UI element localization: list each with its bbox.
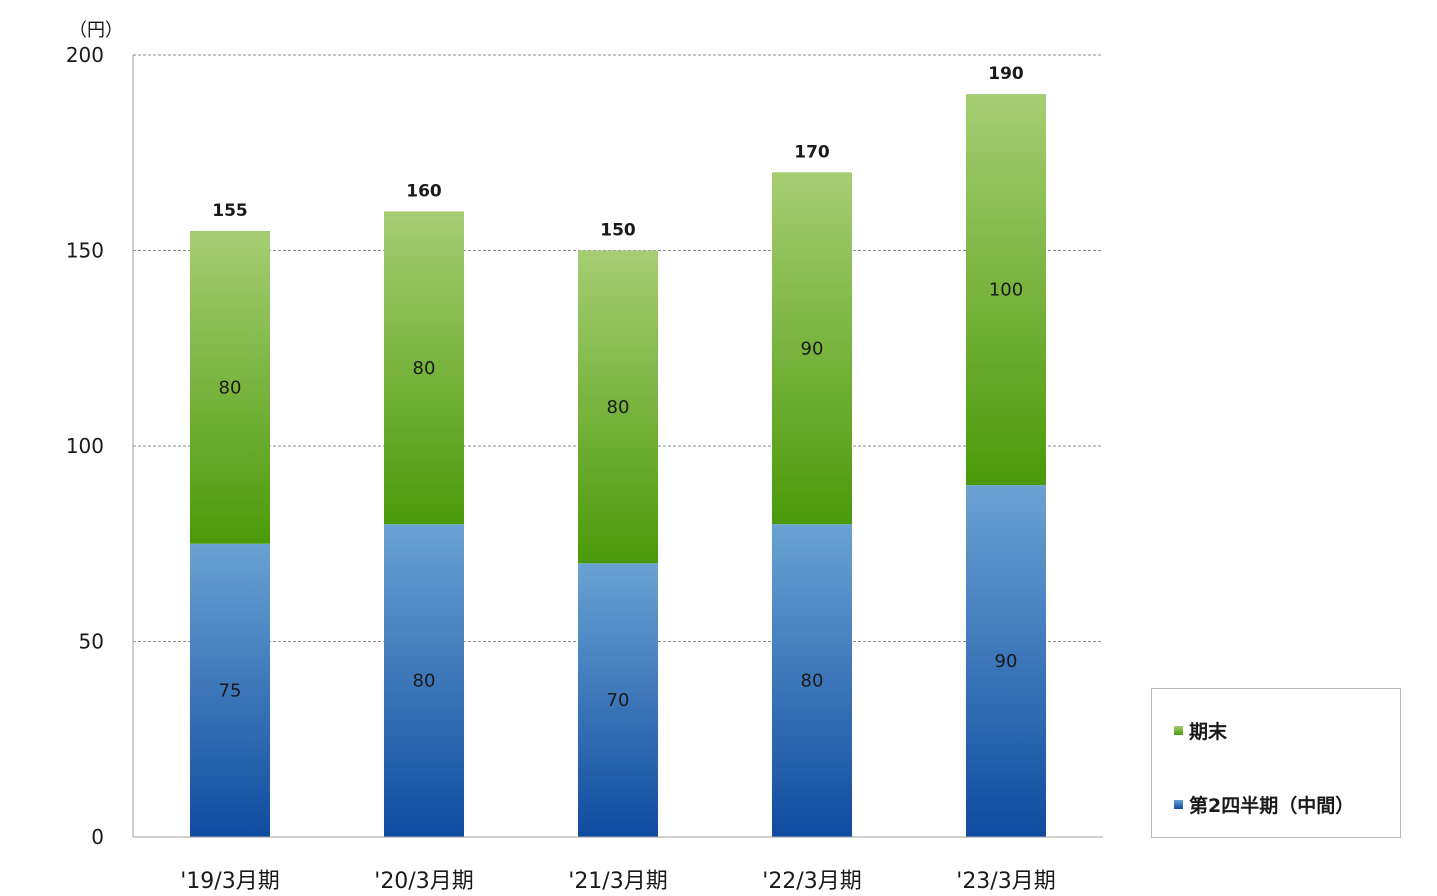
total-value-label: 150 <box>600 221 636 241</box>
y-tick-label: 100 <box>66 434 104 458</box>
segment-value-label: 70 <box>607 690 630 711</box>
legend-item-interim: 第2四半期（中間） <box>1174 791 1354 818</box>
legend-swatch-period-end <box>1174 726 1183 735</box>
bar-segment <box>578 563 658 837</box>
segment-value-label: 90 <box>995 651 1018 672</box>
legend-label: 第2四半期（中間） <box>1189 795 1355 817</box>
bar-segment <box>190 230 270 544</box>
bar-segment <box>384 211 464 525</box>
bar-segment <box>578 250 658 564</box>
bar-segment <box>966 485 1046 837</box>
total-value-label: 190 <box>988 64 1024 84</box>
bar-segment <box>772 172 852 525</box>
segment-value-label: 80 <box>413 358 436 379</box>
y-tick-label: 150 <box>66 239 104 263</box>
x-tick-label: '19/3月期 <box>180 869 279 894</box>
legend: 期末 第2四半期（中間） <box>1151 688 1401 838</box>
legend-swatch-interim <box>1174 800 1183 809</box>
data-labels: 75 80 155 80 80 160 70 80 150 80 90 170 90 100 190 <box>212 64 1024 711</box>
total-value-label: 170 <box>794 142 830 162</box>
y-unit-label: （円） <box>69 20 123 41</box>
segment-value-label: 75 <box>219 680 242 701</box>
segment-value-label: 90 <box>801 338 824 359</box>
bar-segment <box>190 543 270 837</box>
segment-value-label: 80 <box>413 671 436 692</box>
x-tick-label: '20/3月期 <box>374 869 473 894</box>
bar-segment <box>772 524 852 837</box>
x-tick-label: '21/3月期 <box>568 869 667 894</box>
segment-value-label: 80 <box>219 377 242 398</box>
y-tick-label: 0 <box>91 825 104 849</box>
x-tick-label: '23/3月期 <box>956 869 1055 894</box>
legend-item-period-end: 期末 <box>1174 717 1227 744</box>
segment-value-label: 100 <box>989 280 1023 301</box>
bar-segment <box>384 524 464 837</box>
legend-label: 期末 <box>1189 721 1228 743</box>
bars <box>190 94 1046 837</box>
total-value-label: 160 <box>406 181 442 201</box>
segment-value-label: 80 <box>607 397 630 418</box>
segment-value-label: 80 <box>801 671 824 692</box>
x-tick-label: '22/3月期 <box>762 869 861 894</box>
y-tick-label: 200 <box>66 43 104 67</box>
y-tick-label: 50 <box>79 630 104 654</box>
total-value-label: 155 <box>212 201 248 221</box>
bar-segment <box>966 94 1046 486</box>
axes: 0 50 100 150 200（円） '19/3月期 '20/3月期 '21/3月期 '22/… <box>66 20 1103 894</box>
